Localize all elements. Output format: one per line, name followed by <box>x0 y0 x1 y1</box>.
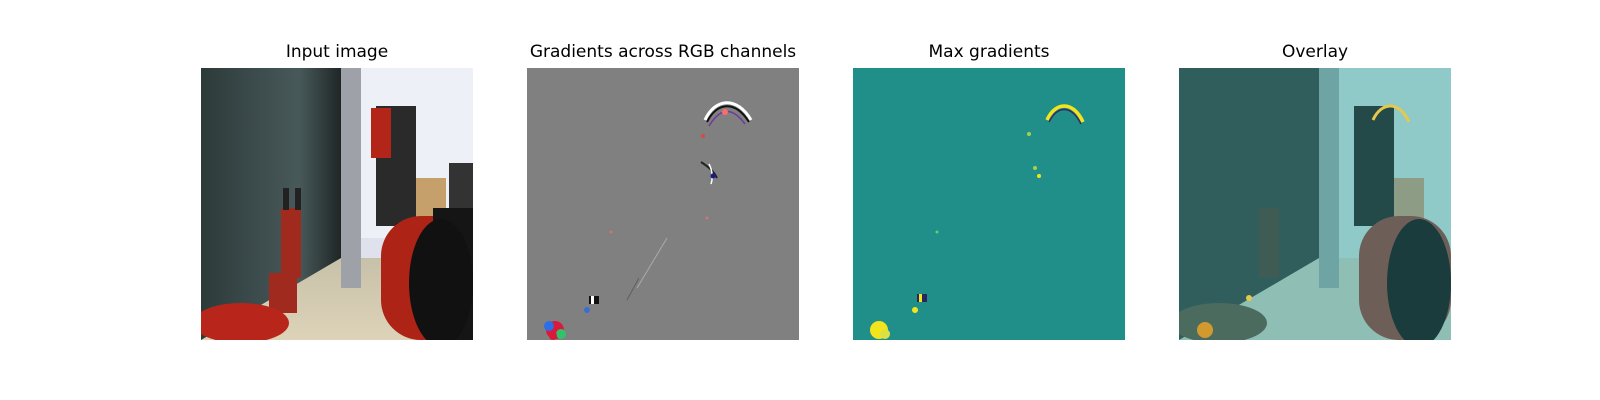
panel-input-image: Input image <box>201 36 473 340</box>
panel-title: Max gradients <box>928 42 1050 62</box>
panel-title: Input image <box>285 42 389 62</box>
gradients-rgb-image <box>527 68 799 340</box>
overlay-image <box>1179 68 1451 340</box>
panel-title: Overlay <box>1281 42 1349 62</box>
panel-max-gradients: Max gradients <box>853 36 1125 340</box>
panel-title: Gradients across RGB channels <box>529 42 797 62</box>
panel-gradients-rgb: Gradients across RGB channels <box>527 36 799 340</box>
panel-overlay: Overlay <box>1179 36 1451 340</box>
input-image <box>201 68 473 340</box>
max-gradients-image <box>853 68 1125 340</box>
